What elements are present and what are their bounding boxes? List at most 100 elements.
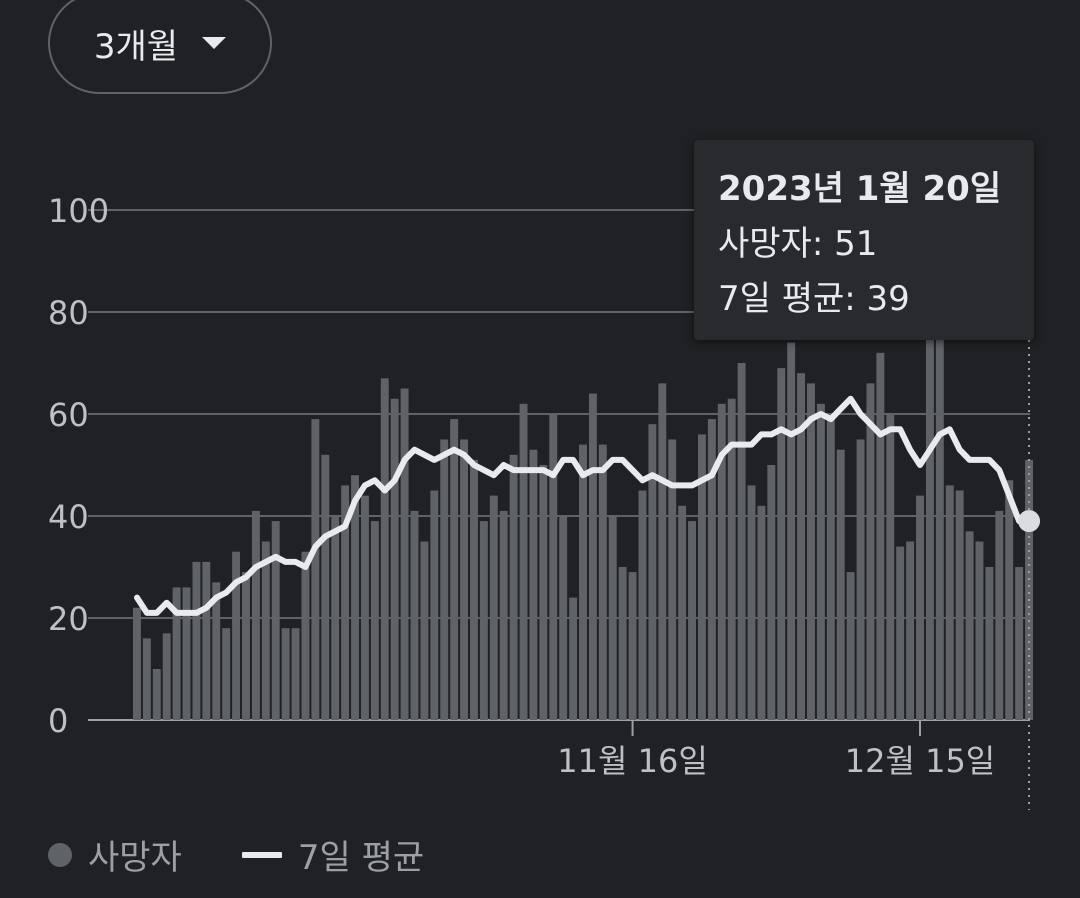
y-tick-label: 0 [48,702,68,740]
legend-average-label: 7일 평균 [297,838,425,878]
legend-average: 7일 평균 [241,830,425,879]
bar [489,495,498,720]
y-tick-label: 100 [48,192,109,230]
bar [737,363,746,720]
bar [717,403,726,720]
y-tick-label: 20 [48,600,89,638]
tooltip-deaths: 사망자: 51 [718,224,878,264]
bar [301,551,310,720]
bar [618,567,627,720]
bar [559,516,568,720]
bar [1025,459,1033,720]
bar [172,587,181,720]
bar [955,490,964,720]
bar [916,495,924,720]
bar [727,398,736,720]
bar [430,490,439,720]
legend-deaths: 사망자 [48,830,182,879]
bar [440,439,449,720]
bar [251,510,260,720]
bar [311,419,320,720]
bar [579,444,587,720]
bar [678,505,687,720]
x-tick-label: 11월 16일 [557,742,708,780]
y-tick-label: 60 [48,396,89,434]
bar [499,510,508,720]
bar [539,465,548,720]
hover-point [1018,510,1041,533]
bar [945,485,954,720]
bar [658,383,667,720]
bar [390,398,399,720]
bar [212,582,221,720]
bar [747,485,756,720]
bar [886,414,895,720]
bar [925,312,934,720]
bar [370,521,379,720]
bar [995,510,1004,720]
bar [836,449,845,720]
bar [281,628,290,720]
bar [628,572,637,720]
range-select[interactable]: 3개월 [48,0,272,94]
bar [985,567,994,720]
bar [321,454,330,720]
bar [479,521,488,720]
tooltip-average: 7일 평균: 39 [718,279,910,319]
bar [697,434,706,720]
bar [460,439,469,720]
bar [261,541,270,720]
x-tick-label: 12월 15일 [845,742,996,780]
bar [648,424,657,720]
bar [856,439,865,720]
legend-line-icon [241,851,282,858]
bar [975,541,984,720]
bar [935,337,944,720]
bar [1015,567,1024,720]
bar [152,669,161,720]
bar [351,475,359,720]
bar [816,403,825,720]
bar [400,388,409,720]
bar [668,439,677,720]
legend-dot-icon [48,842,72,867]
tooltip-date: 2023년 1월 20일 [718,169,1002,209]
bar [608,516,617,720]
bar [410,510,419,720]
bar [549,414,558,720]
bar [242,572,250,720]
bar [807,383,815,720]
bar [787,342,796,720]
bar [866,383,875,720]
legend-deaths-label: 사망자 [88,838,182,878]
bar [588,393,597,720]
bar [797,373,806,720]
bar [509,454,518,720]
bar [360,495,369,720]
y-tick-label: 40 [48,498,89,536]
bar [876,352,885,720]
bar [222,628,231,720]
bar [291,628,300,720]
bar [906,541,915,720]
bar [707,419,716,720]
bar [142,638,151,720]
dropdown-caret-icon [202,37,227,49]
bar [529,449,538,720]
bar [331,516,340,720]
bar [380,378,389,720]
bar [638,490,647,720]
bar [965,531,974,720]
bar [420,541,429,720]
bar [232,551,241,720]
bar [182,587,191,720]
bar [450,419,459,720]
range-select-label: 3개월 [93,26,179,67]
bar [133,607,141,720]
bar [767,465,776,720]
bar [162,633,171,720]
bar [519,403,528,720]
chart-legend: 사망자 7일 평균 [48,830,424,879]
chart-tooltip: 2023년 1월 20일 사망자: 51 7일 평균: 39 [694,140,1034,340]
